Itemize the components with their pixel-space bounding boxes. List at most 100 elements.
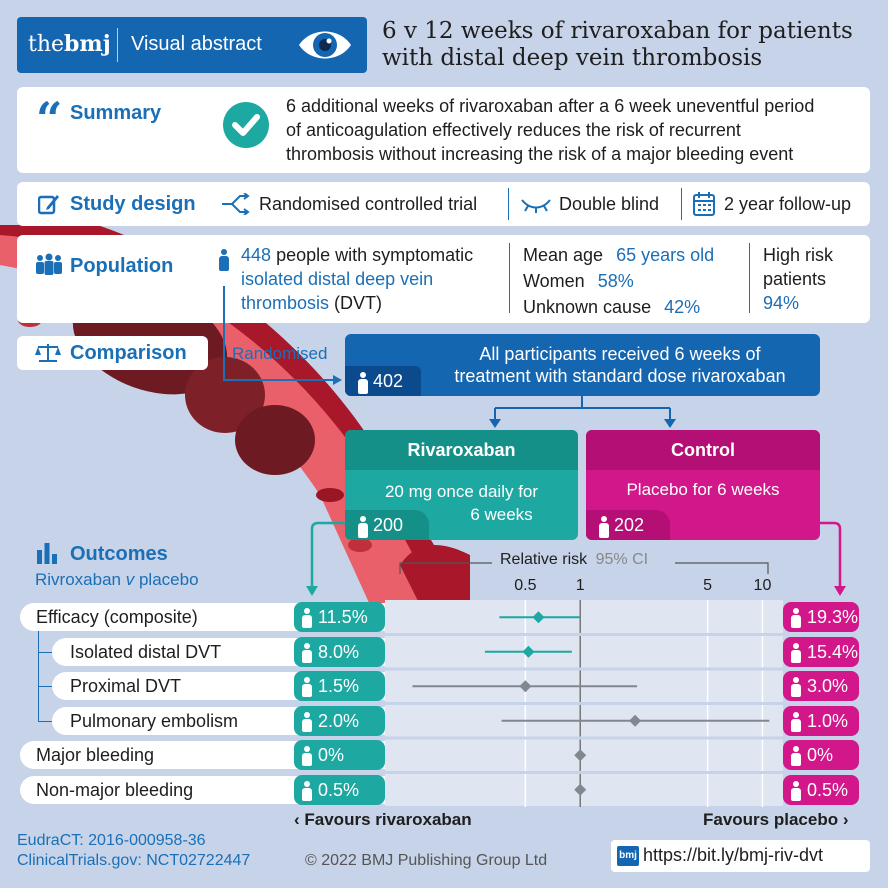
outcomes-label: Outcomes <box>70 543 168 565</box>
outcome-name: Proximal DVT <box>70 676 182 696</box>
tree-branch <box>38 720 52 722</box>
rivaroxaban-dose: 20 mg once daily for 6 weeks <box>384 482 539 524</box>
control-value: 15.4% <box>783 636 859 667</box>
x-tick-label: 5 <box>703 577 712 594</box>
point-estimate <box>629 714 642 727</box>
outcome-name: Pulmonary embolism <box>70 710 239 731</box>
summary-text: 6 additional weeks of rivaroxaban after … <box>286 96 815 164</box>
rivaroxaban-value: 1.5% <box>294 671 385 701</box>
person-icon <box>791 608 801 629</box>
person-icon <box>791 711 801 732</box>
person-icon <box>791 746 801 767</box>
randomised-label: Randomised <box>232 344 328 363</box>
people-icon <box>36 253 62 275</box>
population-card <box>17 235 870 323</box>
control-rate: 0.5% <box>807 779 849 800</box>
closed-eye-icon <box>521 199 551 213</box>
population-divider-2 <box>749 243 750 313</box>
rivaroxaban-rate: 1.5% <box>318 676 360 696</box>
eye-icon <box>299 31 351 59</box>
design-followup: 2 year follow-up <box>724 194 852 214</box>
control-dose: Placebo for 6 weeks <box>626 480 780 499</box>
person-icon <box>302 746 312 767</box>
summary-card <box>17 87 870 173</box>
header-divider <box>117 28 118 62</box>
population-description: 448 people with symptomatic isolated dis… <box>241 245 474 313</box>
control-rate: 3.0% <box>807 676 849 696</box>
control-value: 3.0% <box>783 671 859 701</box>
rr-bracket <box>399 562 769 574</box>
clinicaltrials-id: ClinicalTrials.gov: NCT02722447 <box>17 852 251 869</box>
person-icon <box>357 516 368 539</box>
point-estimate <box>532 611 545 624</box>
pencil-icon <box>38 195 59 215</box>
relative-risk-header: Relative risk 95% CI <box>500 551 649 568</box>
control-value: 0% <box>783 740 859 770</box>
bmj-logo: thebmj <box>28 31 111 57</box>
bmj-small-logo: bmj <box>617 846 639 866</box>
control-title: Control <box>671 440 735 460</box>
rivaroxaban-rate: 8.0% <box>318 641 360 662</box>
rivaroxaban-rate: 2.0% <box>318 710 360 731</box>
all-count-badge: 402 <box>345 366 421 396</box>
favours-rivaroxaban: ‹ Favours rivaroxaban <box>294 810 472 829</box>
outcome-name: Efficacy (composite) <box>36 607 198 627</box>
scales-icon <box>35 344 61 362</box>
person-icon <box>218 249 232 283</box>
person-icon <box>302 642 312 663</box>
outcomes-subtitle: Rivroxaban v placebo <box>35 570 199 589</box>
control-rate: 19.3% <box>807 607 859 627</box>
point-estimate <box>522 645 535 658</box>
outcome-name: Non-major bleeding <box>36 779 194 800</box>
rivaroxaban-rate: 0.5% <box>318 779 360 800</box>
rivaroxaban-value: 2.0% <box>294 705 385 736</box>
x-tick-label: 1 <box>576 577 585 594</box>
rivaroxaban-arm <box>345 430 578 540</box>
study-design-label: Study design <box>70 193 196 215</box>
summary-label: Summary <box>70 102 162 124</box>
check-icon <box>223 102 269 148</box>
x-tick-label: 0.5 <box>514 577 536 594</box>
person-icon <box>791 677 801 698</box>
rivaroxaban-value: 8.0% <box>294 636 385 667</box>
demographics: Mean age 65 years old Women 58% Unknown … <box>523 245 715 317</box>
control-value: 1.0% <box>783 705 859 736</box>
rivaroxaban-rate: 0% <box>318 745 345 765</box>
person-icon <box>302 711 312 732</box>
link-box[interactable] <box>611 840 870 872</box>
quote-icon: “ <box>36 92 63 146</box>
tree-branch <box>38 686 52 687</box>
person-icon <box>598 516 609 539</box>
page-title: 6 v 12 weeks of rivaroxaban for patients… <box>382 18 853 71</box>
point-estimate <box>574 783 587 796</box>
study-design-card <box>17 182 870 226</box>
point-estimate <box>519 680 532 693</box>
control-value: 0.5% <box>783 774 859 805</box>
control-value: 19.3% <box>783 602 859 632</box>
person-icon <box>302 677 312 698</box>
tree-connector <box>38 628 39 722</box>
high-risk: High risk patients 94% <box>763 245 834 313</box>
population-divider-1 <box>509 243 510 313</box>
rivaroxaban-rate: 11.5% <box>318 607 368 627</box>
population-label: Population <box>70 255 174 277</box>
person-icon <box>791 642 801 663</box>
all-participants-box <box>345 334 820 396</box>
bar-chart-icon <box>37 543 57 564</box>
point-estimate <box>574 749 587 762</box>
calendar-icon <box>693 192 715 216</box>
outcome-name: Major bleeding <box>36 745 155 765</box>
outcome-name: Isolated distal DVT <box>70 641 222 662</box>
rivaroxaban-value: 0.5% <box>294 774 385 805</box>
copyright: © 2022 BMJ Publishing Group Ltd <box>305 852 548 869</box>
source-link[interactable]: https://bit.ly/bmj-riv-dvt <box>643 845 824 865</box>
tree-branch <box>38 651 52 653</box>
comparison-label: Comparison <box>70 342 187 364</box>
randomise-icon <box>222 193 250 215</box>
visual-abstract-tag: Visual abstract <box>131 33 262 55</box>
design-divider-1 <box>508 188 509 220</box>
all-participants-text: All participants received 6 weeks of tre… <box>454 344 786 386</box>
eudract-id: EudraCT: 2016-000958-36 <box>17 832 206 849</box>
person-icon <box>791 780 801 801</box>
